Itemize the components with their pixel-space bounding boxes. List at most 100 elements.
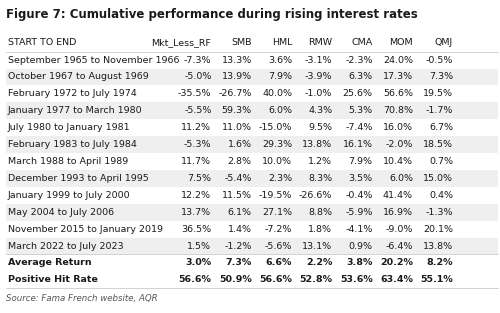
Bar	[6, 187, 498, 204]
Text: 20.2%: 20.2%	[380, 259, 413, 267]
Text: CMA: CMA	[352, 38, 372, 47]
Text: 13.7%: 13.7%	[182, 208, 212, 217]
Text: -2.0%: -2.0%	[386, 140, 413, 149]
Text: -26.7%: -26.7%	[218, 90, 252, 98]
Text: 6.3%: 6.3%	[348, 73, 372, 81]
Bar	[6, 238, 498, 254]
Text: 8.2%: 8.2%	[426, 259, 453, 267]
Text: -26.6%: -26.6%	[299, 191, 332, 200]
Text: -7.3%: -7.3%	[184, 56, 212, 64]
Text: 3.8%: 3.8%	[346, 259, 372, 267]
Text: Figure 7: Cumulative performance during rising interest rates: Figure 7: Cumulative performance during …	[6, 8, 418, 21]
Text: 9.5%: 9.5%	[308, 123, 332, 132]
Text: 3.6%: 3.6%	[268, 56, 292, 64]
Text: 8.3%: 8.3%	[308, 174, 332, 183]
Text: 56.6%: 56.6%	[383, 90, 413, 98]
Text: July 1980 to January 1981: July 1980 to January 1981	[8, 123, 130, 132]
Text: Positive Hit Rate: Positive Hit Rate	[8, 275, 98, 284]
Text: 1.8%: 1.8%	[308, 225, 332, 233]
Text: 16.0%: 16.0%	[383, 123, 413, 132]
Text: 13.3%: 13.3%	[222, 56, 252, 64]
Text: 2.3%: 2.3%	[268, 174, 292, 183]
Text: 1.6%: 1.6%	[228, 140, 252, 149]
Text: 13.9%: 13.9%	[222, 73, 252, 81]
Text: 56.6%: 56.6%	[259, 275, 292, 284]
Text: HML: HML	[272, 38, 292, 47]
Text: -0.5%: -0.5%	[426, 56, 453, 64]
Text: November 2015 to January 2019: November 2015 to January 2019	[8, 225, 163, 233]
Text: 7.9%: 7.9%	[268, 73, 292, 81]
Text: -35.5%: -35.5%	[178, 90, 212, 98]
Bar	[6, 33, 498, 52]
Text: 70.8%: 70.8%	[383, 106, 413, 115]
Text: 13.1%: 13.1%	[302, 242, 332, 250]
Text: September 1965 to November 1966: September 1965 to November 1966	[8, 56, 180, 64]
Text: 0.7%: 0.7%	[429, 157, 453, 166]
Text: December 1993 to April 1995: December 1993 to April 1995	[8, 174, 149, 183]
Text: 13.8%: 13.8%	[423, 242, 453, 250]
Text: START TO END: START TO END	[8, 38, 76, 47]
Text: 6.0%: 6.0%	[389, 174, 413, 183]
Text: 1.5%: 1.5%	[188, 242, 212, 250]
Text: 13.8%: 13.8%	[302, 140, 332, 149]
Text: -5.0%: -5.0%	[184, 73, 212, 81]
Text: 17.3%: 17.3%	[383, 73, 413, 81]
Text: -3.1%: -3.1%	[305, 56, 332, 64]
Text: -2.3%: -2.3%	[345, 56, 372, 64]
Text: 7.9%: 7.9%	[348, 157, 372, 166]
Text: 27.1%: 27.1%	[262, 208, 292, 217]
Text: 6.7%: 6.7%	[429, 123, 453, 132]
Text: 55.1%: 55.1%	[420, 275, 453, 284]
Text: -4.1%: -4.1%	[345, 225, 372, 233]
Text: 5.3%: 5.3%	[348, 106, 372, 115]
Text: 40.0%: 40.0%	[262, 90, 292, 98]
Text: 7.3%: 7.3%	[226, 259, 252, 267]
Text: -7.2%: -7.2%	[264, 225, 292, 233]
Text: March 2022 to July 2023: March 2022 to July 2023	[8, 242, 123, 250]
Bar	[6, 52, 498, 69]
Text: Average Return: Average Return	[8, 259, 91, 267]
Text: 0.4%: 0.4%	[429, 191, 453, 200]
Text: -1.7%: -1.7%	[426, 106, 453, 115]
Text: MOM: MOM	[390, 38, 413, 47]
Text: February 1972 to July 1974: February 1972 to July 1974	[8, 90, 137, 98]
Text: 24.0%: 24.0%	[383, 56, 413, 64]
Bar	[6, 119, 498, 136]
Text: 1.4%: 1.4%	[228, 225, 252, 233]
Text: 3.5%: 3.5%	[348, 174, 372, 183]
Text: 56.6%: 56.6%	[178, 275, 212, 284]
Text: SMB: SMB	[231, 38, 252, 47]
Text: -1.2%: -1.2%	[224, 242, 252, 250]
Bar	[6, 136, 498, 153]
Text: 12.2%: 12.2%	[182, 191, 212, 200]
Text: -0.4%: -0.4%	[345, 191, 372, 200]
Text: 25.6%: 25.6%	[342, 90, 372, 98]
Text: 19.5%: 19.5%	[423, 90, 453, 98]
Text: -5.9%: -5.9%	[345, 208, 372, 217]
Text: 7.5%: 7.5%	[188, 174, 212, 183]
Bar	[6, 102, 498, 119]
Bar	[6, 69, 498, 85]
Text: May 2004 to July 2006: May 2004 to July 2006	[8, 208, 114, 217]
Text: 7.3%: 7.3%	[429, 73, 453, 81]
Bar	[6, 153, 498, 170]
Text: January 1999 to July 2000: January 1999 to July 2000	[8, 191, 130, 200]
Text: 29.3%: 29.3%	[262, 140, 292, 149]
Text: 6.6%: 6.6%	[266, 259, 292, 267]
Text: -15.0%: -15.0%	[258, 123, 292, 132]
Bar	[6, 254, 498, 271]
Text: January 1977 to March 1980: January 1977 to March 1980	[8, 106, 142, 115]
Text: 11.2%: 11.2%	[182, 123, 212, 132]
Text: 8.8%: 8.8%	[308, 208, 332, 217]
Text: -7.4%: -7.4%	[345, 123, 372, 132]
Text: 11.7%: 11.7%	[182, 157, 212, 166]
Text: -5.6%: -5.6%	[264, 242, 292, 250]
Bar	[6, 221, 498, 238]
Text: -5.5%: -5.5%	[184, 106, 212, 115]
Text: QMJ: QMJ	[435, 38, 453, 47]
Text: 2.8%: 2.8%	[228, 157, 252, 166]
Text: October 1967 to August 1969: October 1967 to August 1969	[8, 73, 149, 81]
Text: 52.8%: 52.8%	[300, 275, 332, 284]
Text: 59.3%: 59.3%	[222, 106, 252, 115]
Text: 10.0%: 10.0%	[262, 157, 292, 166]
